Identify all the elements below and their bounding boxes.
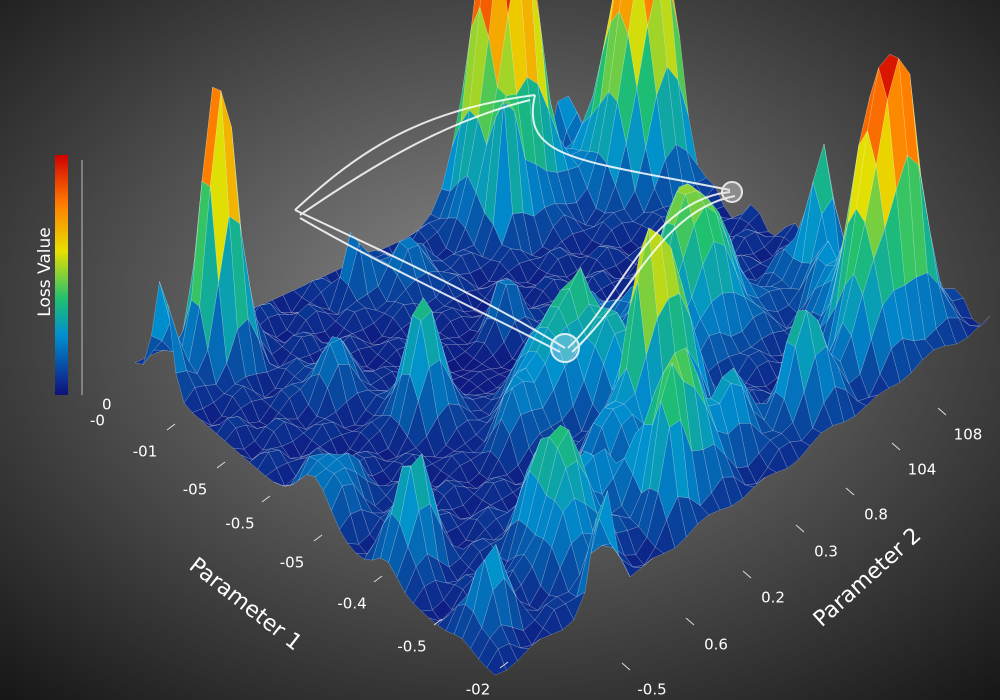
y-tick-label: 0.2 (761, 589, 785, 607)
y-tick (891, 442, 901, 451)
surface-cell (486, 648, 507, 676)
surface-cell (666, 495, 687, 549)
colorbar-label: -0 (90, 412, 105, 430)
trajectory (294, 94, 536, 211)
trajectory (571, 195, 736, 353)
x-tick (433, 618, 443, 626)
surface-cell (767, 448, 788, 473)
colorbar-label: 0 (102, 396, 112, 414)
surface-cell (745, 477, 766, 488)
x-tick-label: -05 (183, 481, 208, 499)
y-tick-label: 0.3 (814, 543, 838, 561)
waypoint-marker (721, 181, 743, 203)
surface-cell (722, 476, 743, 507)
surface-cell (699, 492, 721, 516)
colorbar (55, 155, 68, 395)
surface-cell (969, 316, 991, 327)
surface-cell (576, 518, 597, 598)
surface-cell (520, 638, 541, 649)
x-tick-label: -0.4 (337, 595, 366, 613)
surface-cell (643, 546, 665, 566)
x-tick (499, 661, 509, 669)
trajectory (299, 99, 531, 216)
y-tick (845, 487, 855, 496)
surface-cell (801, 427, 822, 447)
ticks: -01 -05 -0.5 -05 -0.4 -0.5 -02 108 104 0.8 0.3 0.2 0… (133, 407, 983, 699)
surface-cell (505, 0, 511, 15)
trajectories (294, 94, 743, 363)
y-tick (685, 617, 695, 626)
y-tick (621, 662, 631, 671)
surface-cell (823, 385, 845, 427)
trajectory (567, 191, 731, 349)
trajectory (299, 217, 561, 353)
surface-cell (601, 0, 614, 57)
y-tick-label: -0.5 (637, 681, 666, 699)
surface-cell (868, 373, 890, 398)
trajectory (294, 209, 566, 349)
y-tick (795, 524, 805, 533)
x-tick (373, 575, 383, 583)
y-tick-label: 0.6 (704, 636, 728, 654)
x-tick-label: -02 (466, 681, 491, 699)
y-tick-label: 104 (908, 461, 937, 479)
x-tick (166, 423, 176, 431)
x-tick (216, 461, 226, 469)
surface (134, 0, 991, 676)
colorbar-title: Loss Value (35, 227, 55, 316)
trajectory (531, 94, 731, 191)
x-tick-label: -0.5 (397, 638, 426, 656)
surface-cell (479, 0, 493, 38)
minimum-marker (550, 333, 580, 363)
x-tick (313, 534, 323, 542)
surface-cell (632, 558, 653, 568)
x-tick-label: -05 (280, 554, 305, 572)
x-tick-label: -01 (133, 443, 158, 461)
y-tick (742, 570, 752, 579)
surface-cell (688, 497, 710, 525)
y-tick-label: 108 (954, 426, 983, 444)
surface-cell (620, 558, 642, 578)
surface-cell (778, 441, 800, 469)
surface-cell (677, 496, 698, 538)
x-tick-label: -0.5 (225, 515, 254, 533)
surface-cell (610, 0, 622, 24)
surface-cell (733, 476, 755, 499)
x-tick (261, 495, 271, 503)
surface-cell (711, 476, 732, 511)
surface-cell (542, 609, 563, 635)
y-tick-label: 0.8 (864, 506, 888, 524)
y-tick (937, 407, 947, 416)
